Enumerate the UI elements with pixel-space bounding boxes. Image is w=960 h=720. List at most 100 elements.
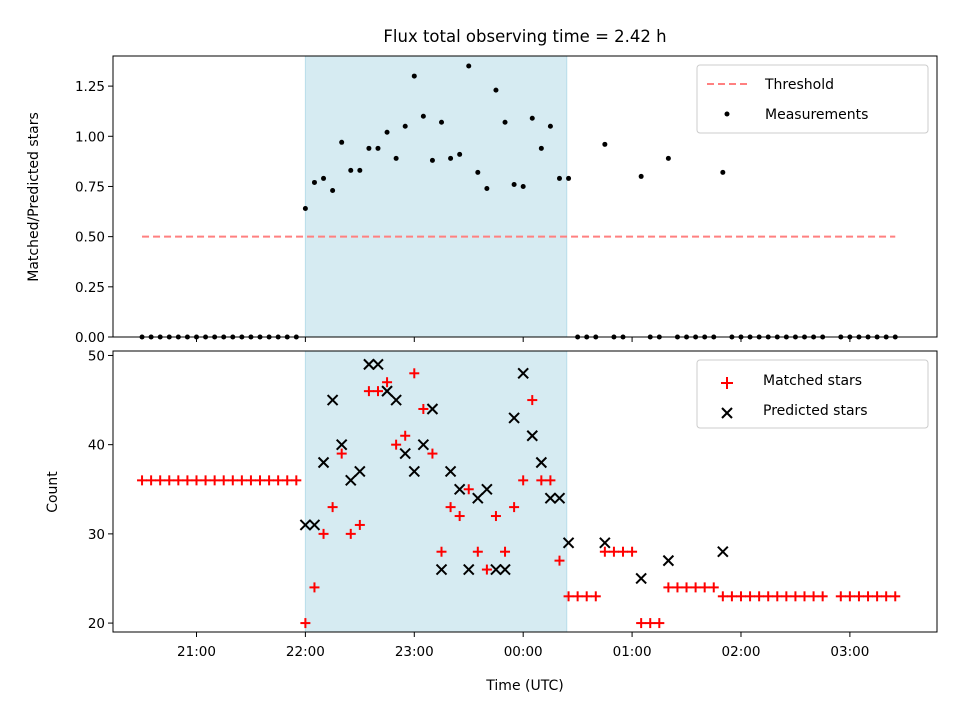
matched-star-point bbox=[227, 475, 238, 486]
matched-star-point bbox=[318, 528, 329, 539]
predicted-star-point bbox=[372, 358, 384, 371]
matched-star-point bbox=[164, 475, 175, 486]
matched-star-point bbox=[572, 591, 583, 602]
x-stroke-b bbox=[526, 430, 538, 442]
matched-star-point bbox=[282, 475, 293, 486]
matched-star-point bbox=[209, 475, 220, 486]
measurement-point bbox=[538, 145, 544, 151]
matched-star-point bbox=[618, 546, 629, 557]
top-x-ticks bbox=[195, 337, 851, 342]
matched-star-point bbox=[490, 511, 501, 522]
predicted-star-point bbox=[317, 456, 330, 469]
x-stroke-b bbox=[544, 492, 557, 504]
predicted-star-point bbox=[326, 394, 339, 406]
predicted-star-point bbox=[635, 572, 647, 585]
legend-threshold-label: Threshold bbox=[764, 77, 834, 93]
matched-star-point bbox=[817, 591, 828, 602]
legend-predicted-label: Predicted stars bbox=[763, 403, 868, 419]
x-stroke-b bbox=[535, 456, 548, 469]
matched-star-point bbox=[218, 475, 229, 486]
legend-matched-swatch bbox=[721, 377, 733, 389]
matched-star-point bbox=[454, 511, 465, 522]
x-stroke-b bbox=[308, 519, 321, 531]
legend-measurements-label: Measurements bbox=[765, 107, 868, 123]
bottom-y-ticks: 20 30 40 50 bbox=[88, 348, 113, 632]
measurement-point bbox=[520, 183, 526, 189]
x-tick-label: 03:00 bbox=[830, 644, 869, 660]
bottom-axes-frame bbox=[112, 350, 938, 633]
y-tick-label: 1.25 bbox=[75, 79, 105, 95]
measurement-point bbox=[411, 73, 417, 79]
matched-star-point bbox=[336, 448, 347, 459]
matched-star-point bbox=[872, 591, 883, 602]
measurement-point bbox=[720, 169, 726, 175]
predicted-star-point bbox=[417, 438, 430, 451]
measurement-point bbox=[321, 175, 327, 181]
measurement-point bbox=[556, 175, 562, 181]
predicted-star-point bbox=[299, 519, 312, 531]
x-stroke-b bbox=[481, 483, 493, 495]
matched-star-point bbox=[191, 475, 202, 486]
matched-star-point bbox=[654, 618, 665, 629]
x-stroke-b bbox=[326, 394, 339, 406]
matched-star-point bbox=[699, 582, 710, 593]
predicted-star-point bbox=[399, 447, 411, 460]
matched-star-point bbox=[409, 368, 420, 379]
x-stroke-b bbox=[517, 367, 529, 380]
predicted-star-point bbox=[453, 483, 466, 495]
measurement-point bbox=[602, 141, 608, 147]
measurement-point bbox=[330, 187, 336, 193]
predicted-star-point bbox=[444, 465, 457, 478]
y-tick-label: 0.00 bbox=[75, 330, 105, 346]
matched-star-point bbox=[436, 546, 447, 557]
bottom-shaded-span bbox=[304, 350, 568, 633]
matched-star-point bbox=[309, 582, 320, 593]
x-tick-label: 00:00 bbox=[504, 644, 543, 660]
measurement-point bbox=[339, 139, 345, 145]
matched-star-point bbox=[391, 439, 402, 450]
matched-star-point bbox=[835, 591, 846, 602]
x-stroke-b bbox=[463, 563, 475, 576]
measurement-point bbox=[547, 123, 553, 129]
matched-star-point bbox=[863, 591, 874, 602]
y-tick-label: 40 bbox=[88, 438, 105, 454]
legend-measurements-swatch bbox=[724, 111, 730, 117]
matched-star-point bbox=[536, 475, 547, 486]
predicted-star-point bbox=[381, 385, 393, 397]
y-tick-label: 0.25 bbox=[75, 280, 105, 296]
matched-star-point bbox=[890, 591, 901, 602]
matched-star-point bbox=[754, 591, 765, 602]
measurement-point bbox=[348, 167, 354, 173]
matched-star-point bbox=[500, 546, 511, 557]
predicted-star-point bbox=[481, 483, 493, 495]
y-tick-label: 0.75 bbox=[75, 179, 105, 195]
top-title: Flux total observing time = 2.42 h bbox=[383, 27, 666, 46]
measurement-point bbox=[439, 119, 445, 125]
x-stroke-b bbox=[317, 456, 330, 469]
matched-star-point bbox=[264, 475, 275, 486]
x-stroke-b bbox=[490, 563, 502, 576]
predicted-star-point bbox=[408, 465, 420, 478]
predicted-star-point bbox=[544, 492, 557, 504]
matched-star-point bbox=[844, 591, 855, 602]
matched-star-point bbox=[273, 475, 284, 486]
predicted-star-point bbox=[562, 537, 575, 549]
matched-star-point bbox=[463, 484, 474, 495]
predicted-star-point bbox=[717, 546, 729, 558]
matched-star-point bbox=[300, 618, 311, 629]
matched-star-point bbox=[445, 502, 456, 513]
measurement-point bbox=[311, 179, 317, 185]
x-stroke-b bbox=[717, 546, 729, 558]
measurement-point bbox=[357, 167, 363, 173]
x-stroke-b bbox=[553, 492, 566, 504]
x-tick-label: 21:00 bbox=[177, 644, 216, 660]
matched-star-point bbox=[327, 502, 338, 513]
measurement-point bbox=[302, 206, 308, 212]
matched-star-point bbox=[173, 475, 184, 486]
matched-star-point bbox=[663, 582, 674, 593]
x-tick-label: 01:00 bbox=[613, 644, 652, 660]
matched-star-point bbox=[200, 475, 211, 486]
predicted-star-point bbox=[526, 430, 538, 442]
x-tick-label: 02:00 bbox=[722, 644, 761, 660]
matched-star-point bbox=[590, 591, 601, 602]
